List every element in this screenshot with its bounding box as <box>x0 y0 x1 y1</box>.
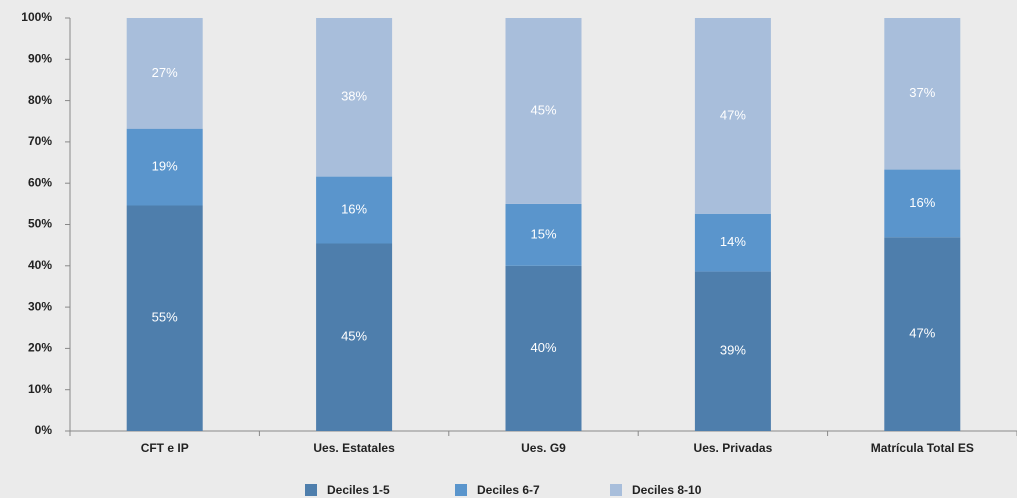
bar-segment <box>884 169 961 238</box>
x-tick-label: CFT e IP <box>141 441 189 455</box>
x-tick-label: Matrícula Total ES <box>871 441 974 455</box>
y-tick-label: 40% <box>28 258 52 272</box>
legend-label: Deciles 8-10 <box>632 483 702 497</box>
y-tick-label: 50% <box>28 217 52 231</box>
y-tick-label: 20% <box>28 341 52 355</box>
value-label: 38% <box>341 89 367 104</box>
bar-segment <box>505 18 582 204</box>
bar-segment <box>505 265 582 431</box>
x-tick-label: Ues. Privadas <box>694 441 773 455</box>
value-label: 37% <box>909 85 935 100</box>
value-label: 40% <box>530 340 556 355</box>
value-label: 39% <box>720 343 746 358</box>
bar-segment <box>694 18 771 214</box>
y-tick-label: 70% <box>28 134 52 148</box>
y-tick-label: 30% <box>28 299 52 313</box>
legend-swatch <box>455 484 467 496</box>
bar-segment <box>316 243 393 431</box>
y-tick-label: 80% <box>28 93 52 107</box>
bar-segment <box>126 128 203 206</box>
legend-label: Deciles 1-5 <box>327 483 390 497</box>
value-label: 16% <box>909 195 935 210</box>
y-tick-label: 100% <box>21 10 52 24</box>
value-label: 16% <box>341 201 367 216</box>
bar-segment <box>694 213 771 272</box>
y-tick-label: 0% <box>35 423 53 437</box>
legend-label: Deciles 6-7 <box>477 483 540 497</box>
value-label: 14% <box>720 234 746 249</box>
bar-segment <box>126 205 203 431</box>
value-label: 55% <box>152 310 178 325</box>
value-label: 19% <box>152 159 178 174</box>
x-tick-label: Ues. G9 <box>521 441 566 455</box>
legend-swatch <box>305 484 317 496</box>
y-tick-label: 60% <box>28 175 52 189</box>
y-tick-label: 90% <box>28 51 52 65</box>
legend-swatch <box>610 484 622 496</box>
value-label: 15% <box>530 226 556 241</box>
x-tick-label: Ues. Estatales <box>313 441 395 455</box>
value-label: 45% <box>341 329 367 344</box>
bar-segment <box>884 237 961 431</box>
bar-segment <box>126 18 203 129</box>
value-label: 27% <box>152 65 178 80</box>
value-label: 47% <box>720 107 746 122</box>
value-label: 45% <box>530 102 556 117</box>
y-tick-label: 10% <box>28 382 52 396</box>
bar-segment <box>505 203 582 266</box>
bar-segment <box>884 18 961 170</box>
bar-segment <box>316 18 393 177</box>
bar-segment <box>316 176 393 244</box>
bar-segment <box>694 271 771 431</box>
value-label: 47% <box>909 326 935 341</box>
